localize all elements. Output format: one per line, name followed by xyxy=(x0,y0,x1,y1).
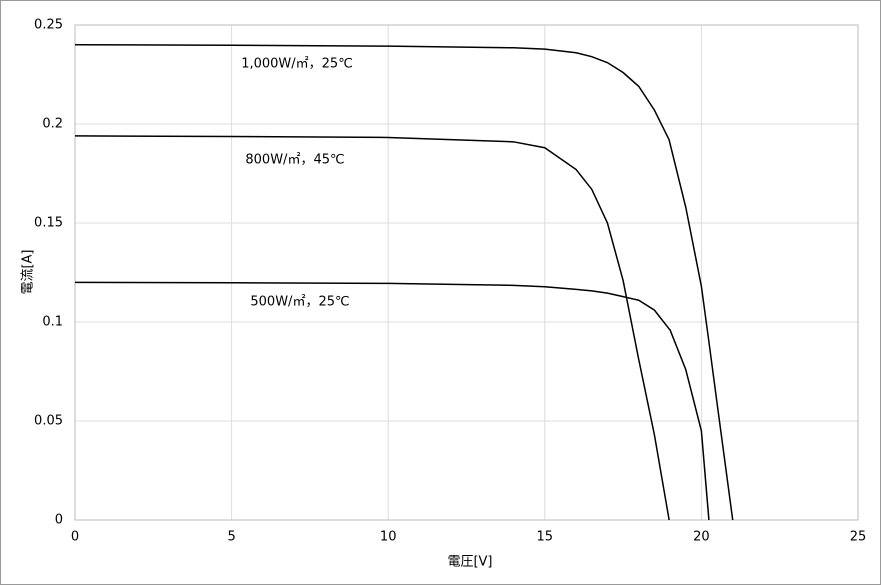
x-tick-label: 0 xyxy=(71,530,79,545)
x-tick-label: 10 xyxy=(380,530,397,545)
series-line xyxy=(74,281,710,521)
series-label: 500W/㎡，25℃ xyxy=(250,295,349,310)
series-line xyxy=(74,135,670,521)
y-axis-title: 電流[A] xyxy=(21,249,36,294)
x-tick-label: 15 xyxy=(537,530,554,545)
x-tick-label: 20 xyxy=(693,530,710,545)
y-tick-label: 0.1 xyxy=(42,315,63,330)
x-axis-title: 電圧[V] xyxy=(447,555,492,570)
y-tick-label: 0.05 xyxy=(34,414,63,429)
y-tick-label: 0.2 xyxy=(42,117,63,132)
x-tick-label: 5 xyxy=(227,530,235,545)
y-tick-label: 0.15 xyxy=(34,216,63,231)
x-tick-label: 25 xyxy=(850,530,867,545)
y-tick-label: 0.25 xyxy=(34,18,63,33)
series-label: 800W/㎡，45℃ xyxy=(245,153,344,168)
y-tick-label: 0 xyxy=(55,513,63,528)
series-label: 1,000W/㎡，25℃ xyxy=(241,57,353,72)
plot-border xyxy=(74,24,859,521)
series-line xyxy=(74,44,734,521)
